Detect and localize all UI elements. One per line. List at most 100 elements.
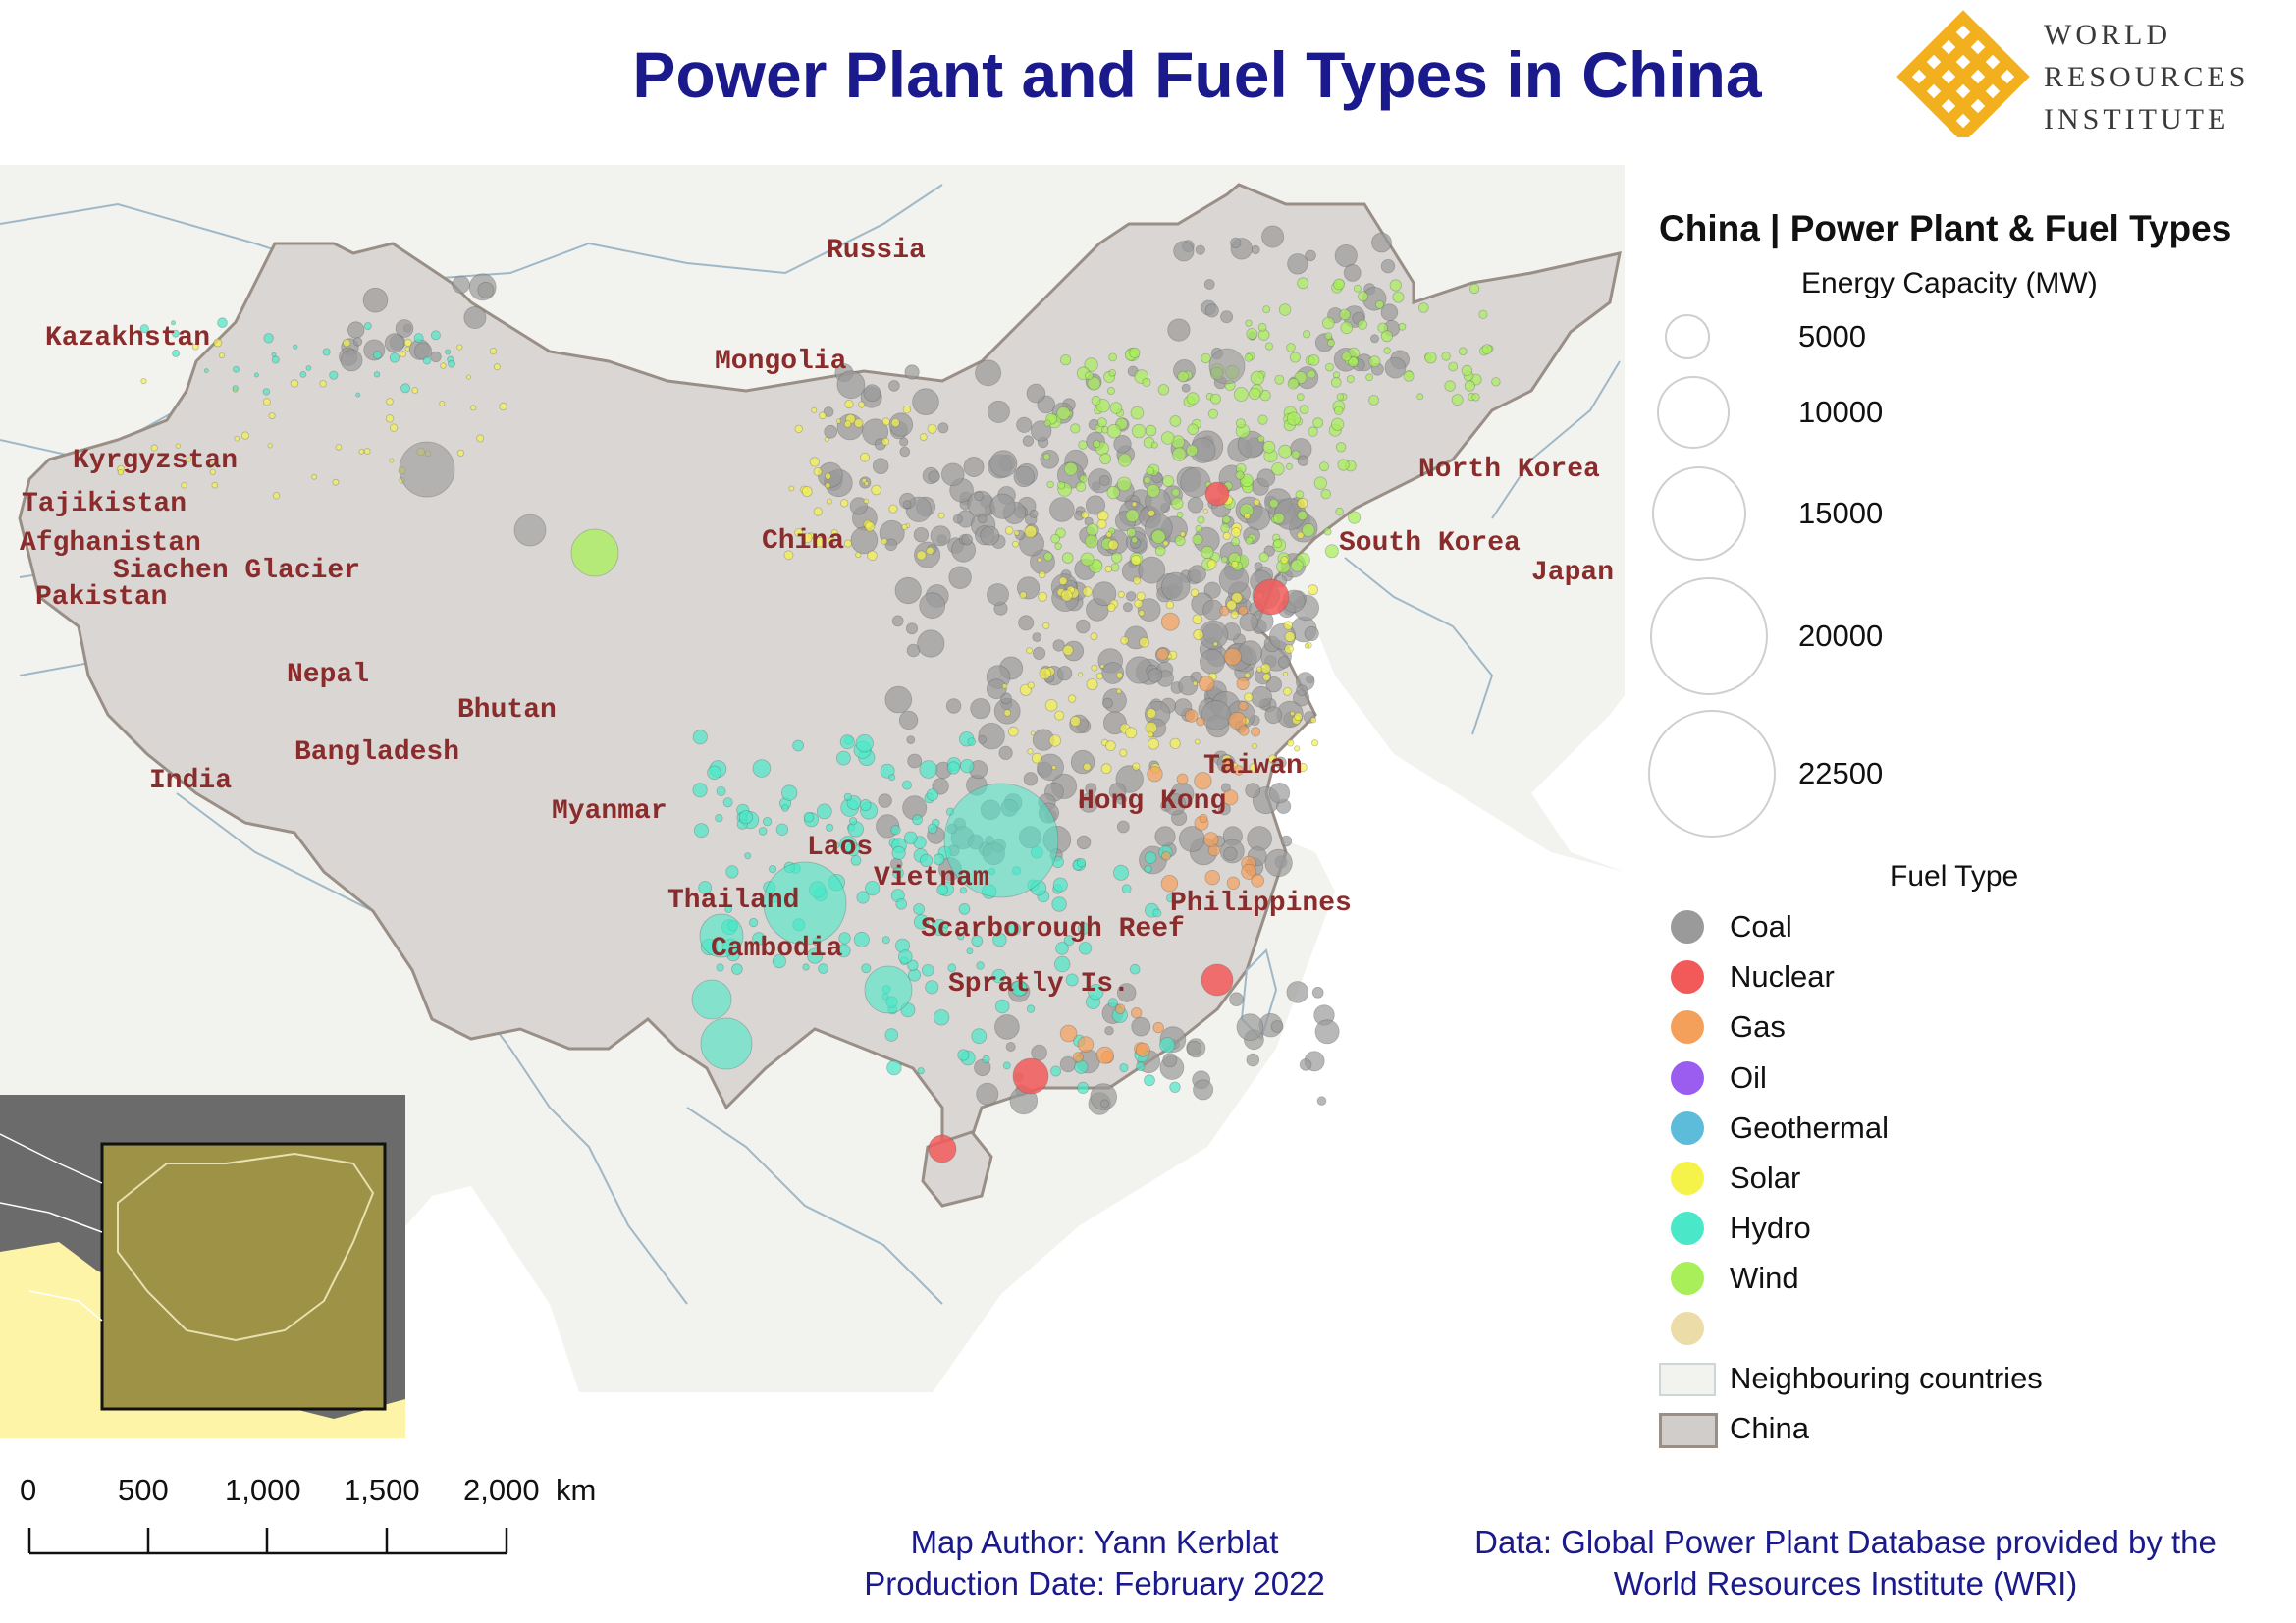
hydro-plant-marker <box>832 841 840 849</box>
solar-plant-marker <box>1042 622 1050 629</box>
solar-plant-marker <box>400 351 406 358</box>
solar-plant-marker <box>864 521 876 532</box>
hydro-plant-marker <box>389 352 400 363</box>
coal-plant-marker <box>1195 244 1205 255</box>
label-taiwan: Taiwan <box>1203 751 1303 782</box>
wind-plant-marker <box>1186 444 1199 457</box>
wind-plant-marker <box>1222 514 1231 524</box>
gas-plant-marker <box>1233 765 1245 776</box>
coal-plant-marker <box>1270 1020 1284 1033</box>
gas-plant-marker <box>1241 863 1257 880</box>
coal-plant-marker <box>384 333 404 353</box>
coal-plant-marker <box>823 406 834 418</box>
solar-plant-marker <box>1165 600 1175 610</box>
hydro-plant-marker <box>806 947 824 964</box>
capacity-label-20000: 20000 <box>1798 619 1884 653</box>
coal-plant-marker <box>1334 244 1358 268</box>
capacity-circle-15000 <box>1652 466 1746 561</box>
wind-plant-marker <box>1348 356 1359 368</box>
coal-plant-marker <box>1286 981 1309 1003</box>
label-vietnam: Vietnam <box>874 863 989 893</box>
solar-plant-marker <box>1294 745 1301 752</box>
coal-plant-marker <box>1229 992 1244 1006</box>
solar-plant-marker <box>1132 762 1141 771</box>
solar-plant-marker <box>1120 636 1129 645</box>
wind-plant-marker <box>1220 556 1229 564</box>
gas-plant-marker <box>1059 1024 1078 1043</box>
legend-item-hydro: Hydro <box>1634 1209 2223 1248</box>
label-bangladesh: Bangladesh <box>294 737 459 768</box>
wind-plant-marker <box>1192 533 1203 546</box>
coal-plant-marker <box>1016 416 1033 433</box>
hydro-plant-marker <box>1008 922 1022 936</box>
production-date-line: Production Date: February 2022 <box>864 1565 1325 1601</box>
hydro-plant-marker <box>865 880 881 896</box>
hydro-plant-marker <box>781 784 798 801</box>
wind-plant-marker <box>1171 497 1184 510</box>
solar-plant-marker <box>1130 554 1142 566</box>
solar-plant-marker <box>1283 687 1292 696</box>
solar-swatch <box>1671 1162 1704 1195</box>
gas-plant-marker <box>1130 1007 1143 1019</box>
coal-plant-marker <box>1265 676 1283 693</box>
logo-line-2: RESOURCES <box>2044 61 2250 93</box>
hydro-plant-marker <box>1159 1036 1176 1054</box>
coal-plant-marker <box>884 685 913 714</box>
coal-plant-marker <box>891 615 904 627</box>
coal-plant-marker <box>1029 509 1039 518</box>
wind-plant-marker <box>1117 453 1132 467</box>
coal-plant-marker <box>902 500 912 510</box>
wind-plant-marker <box>1061 552 1074 564</box>
wind-plant-marker <box>1096 417 1107 428</box>
hydro-plant-marker <box>966 947 974 955</box>
capacity-size-circles <box>1648 314 1776 838</box>
wind-plant-marker <box>1326 339 1335 348</box>
solar-plant-marker <box>794 527 804 537</box>
hydro-plant-marker <box>305 365 312 371</box>
inset-borders <box>0 1133 103 1322</box>
coal-plant-marker <box>987 583 1009 606</box>
wind-plant-marker <box>1294 370 1308 384</box>
wind-plant-marker <box>1143 476 1151 485</box>
hydro-plant-marker <box>802 963 810 971</box>
wind-plant-marker <box>1195 524 1203 533</box>
solar-plant-marker <box>1070 716 1082 728</box>
hydro-plant-marker <box>1077 1081 1090 1095</box>
hydro-swatch <box>1671 1212 1704 1245</box>
wind-plant-marker <box>1108 352 1117 362</box>
solar-plant-marker <box>1139 636 1149 648</box>
wind-plant-marker <box>1157 384 1170 396</box>
solar-plant-marker <box>1134 599 1144 609</box>
wind-plant-marker <box>1050 533 1060 544</box>
gas-plant-marker <box>1238 725 1250 736</box>
coal-plant-marker <box>974 1058 991 1077</box>
gas-plant-marker <box>1238 701 1249 712</box>
wind-plant-marker <box>1468 283 1480 295</box>
solar-plant-marker <box>843 539 853 548</box>
wind-plant-marker <box>1333 278 1345 291</box>
wind-plant-marker <box>1491 377 1501 387</box>
solar-plant-marker <box>1309 717 1317 724</box>
coal-plant-marker <box>1052 639 1065 652</box>
coal-plant-marker <box>906 622 919 635</box>
wind-plant-marker <box>1354 284 1362 293</box>
label-north-korea: North Korea <box>1418 455 1600 485</box>
coal-plant-marker <box>898 710 919 730</box>
coal-plant-marker <box>1268 783 1291 804</box>
label-bhutan: Bhutan <box>457 695 557 726</box>
solar-plant-marker <box>1226 599 1237 611</box>
wind-plant-marker <box>1459 347 1468 356</box>
coal-plant-marker <box>1085 783 1097 795</box>
wind-plant-marker <box>1146 483 1160 498</box>
hydro-plant-marker <box>946 761 961 775</box>
geothermal-swatch <box>1671 1111 1704 1145</box>
gas-plant-marker <box>1199 813 1208 823</box>
solar-plant-marker <box>902 405 912 414</box>
wind-plant-marker <box>1424 352 1437 364</box>
nuclear-plant-marker <box>1253 578 1290 616</box>
hydro-plant-marker <box>400 383 411 394</box>
wind-plant-marker <box>1375 299 1385 309</box>
coal-plant-marker <box>1264 848 1293 878</box>
hydro-plant-marker <box>936 884 948 895</box>
label-siachen-glacier: Siachen Glacier <box>113 556 360 586</box>
